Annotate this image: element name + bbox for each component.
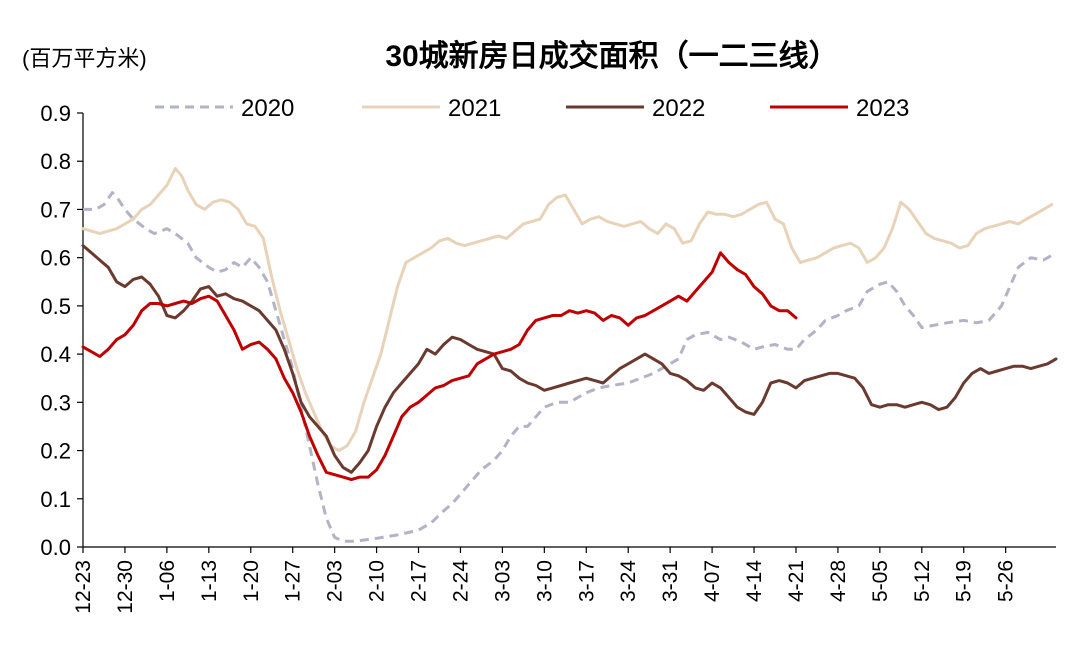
x-tick-label: 2-17 <box>408 560 431 602</box>
x-tick-label: 1-13 <box>198 560 221 602</box>
x-tick-label: 1-20 <box>240 560 263 602</box>
x-tick-label: 4-07 <box>701 560 724 602</box>
chart-title: 30城新房日成交面积（一二三线） <box>385 39 838 73</box>
x-tick-label: 3-03 <box>491 560 514 602</box>
y-tick-label: 0.8 <box>40 149 71 174</box>
y-tick-label: 0.0 <box>40 535 71 560</box>
x-tick-label: 3-24 <box>617 560 640 602</box>
x-tick-label: 1-27 <box>282 560 305 602</box>
x-tick-label: 12-30 <box>114 560 137 614</box>
x-tick-label: 4-21 <box>785 560 808 602</box>
y-axis-unit-label: (百万平方米) <box>22 46 147 71</box>
y-tick-label: 0.9 <box>40 101 71 126</box>
x-tick-label: 2-03 <box>324 560 347 602</box>
y-tick-label: 0.2 <box>40 439 71 464</box>
x-tick-label: 12-23 <box>72 560 95 614</box>
y-tick-label: 0.6 <box>40 246 71 271</box>
y-tick-label: 0.5 <box>40 294 71 319</box>
x-axis: 12-23 12-30 1-06 1-13 1-20 1-27 2-03 2-10 2-17 2-… <box>72 546 1056 614</box>
y-tick-label: 0.3 <box>40 390 71 415</box>
series-line-2021 <box>81 167 1054 453</box>
legend-label-2021: 2021 <box>448 95 501 122</box>
x-tick-label: 1-06 <box>156 560 179 602</box>
series-line-2020 <box>83 191 1053 543</box>
series-line-2023 <box>81 251 798 481</box>
y-tick-label: 0.4 <box>40 342 71 367</box>
x-tick-label: 5-26 <box>995 560 1018 602</box>
x-tick-label: 2-24 <box>449 560 472 602</box>
legend-label-2020: 2020 <box>241 95 294 122</box>
x-tick-label: 3-31 <box>659 560 682 602</box>
series-layer <box>81 167 1058 543</box>
legend-label-2022: 2022 <box>652 95 705 122</box>
y-axis: 0.0 0.1 0.2 0.3 0.4 0.5 0.6 0.7 0.8 0.9 <box>40 101 84 560</box>
legend-label-2023: 2023 <box>856 95 909 122</box>
x-tick-label: 3-17 <box>575 560 598 602</box>
y-tick-label: 0.7 <box>40 197 71 222</box>
legend: 2020 2021 2022 2023 <box>155 95 909 122</box>
x-tick-label: 4-14 <box>743 560 766 602</box>
x-tick-label: 3-10 <box>533 560 556 602</box>
y-tick-label: 0.1 <box>40 487 71 512</box>
x-tick-label: 5-19 <box>953 560 976 602</box>
series-line-2022 <box>81 244 1058 474</box>
x-tick-label: 5-05 <box>869 560 892 602</box>
x-tick-label: 2-10 <box>366 560 389 602</box>
x-tick-label: 5-12 <box>911 560 934 602</box>
x-tick-label: 4-28 <box>827 560 850 602</box>
